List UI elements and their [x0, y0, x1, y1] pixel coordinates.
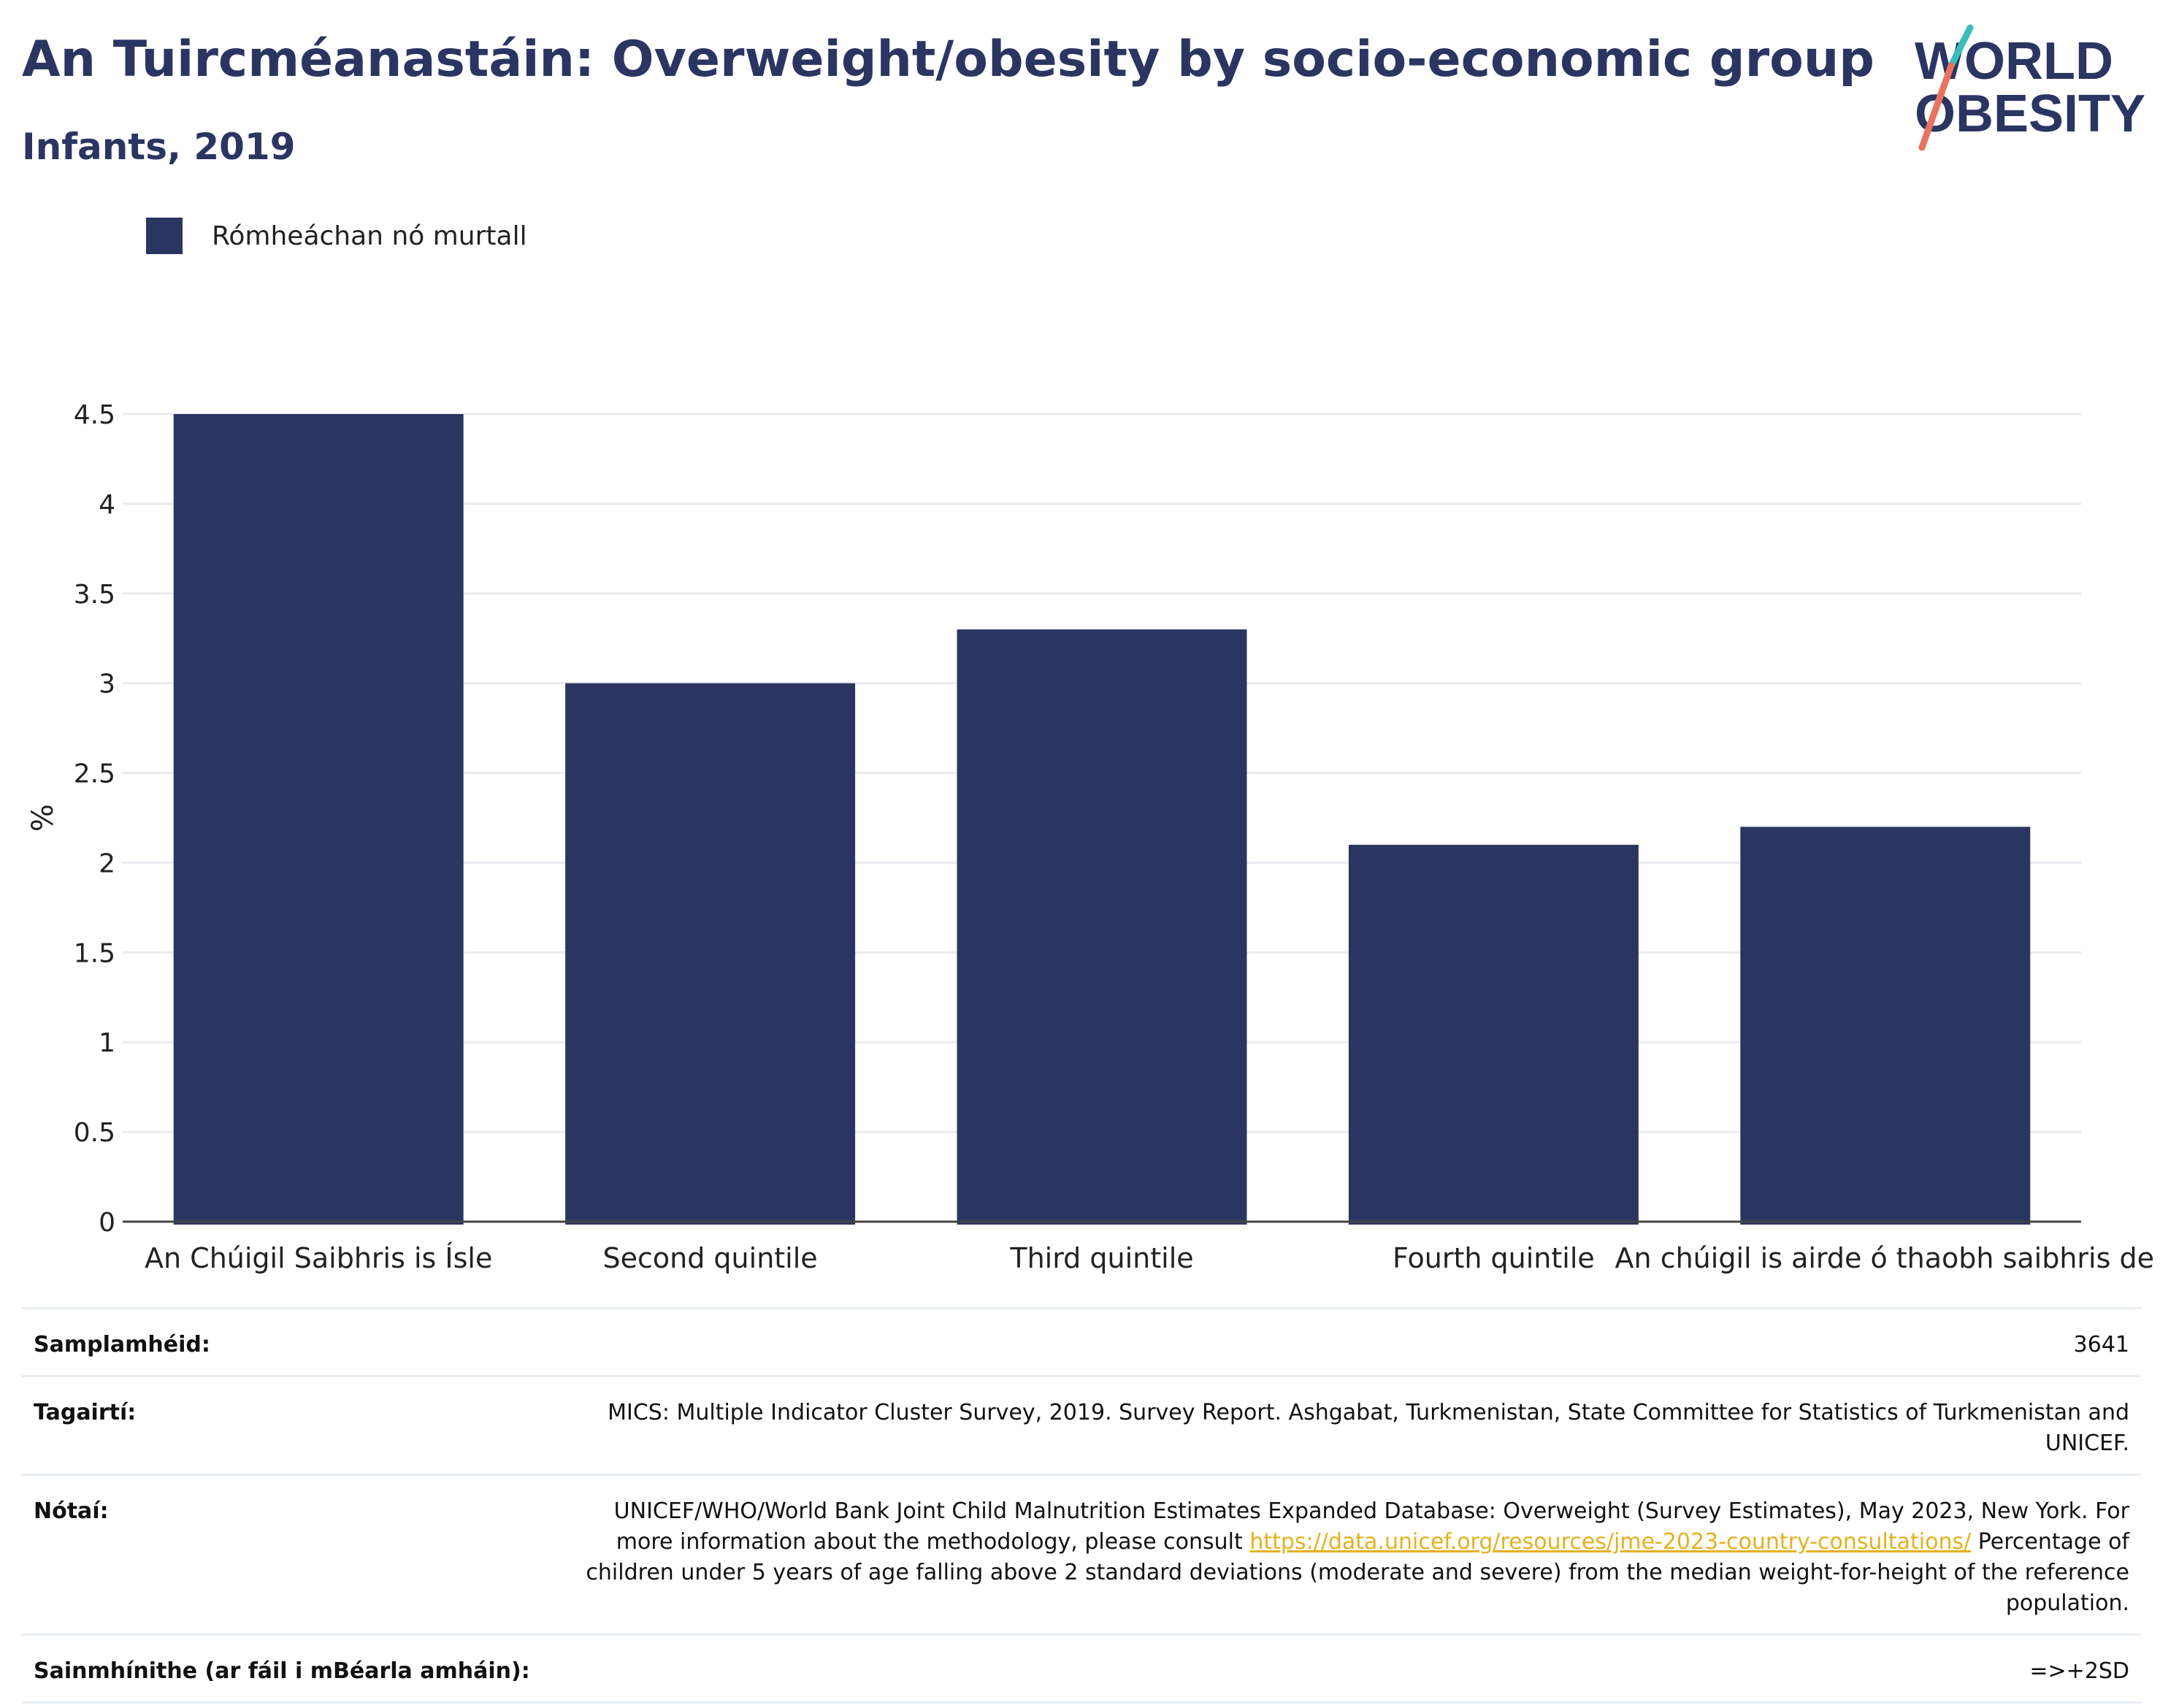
- y-tick-label: 0.5: [74, 1118, 115, 1148]
- bar: [1348, 844, 1639, 1225]
- y-tick-label: 4: [99, 490, 115, 520]
- bar: [1740, 827, 2031, 1225]
- chart-legend: Rómheáchan nó murtall: [146, 218, 527, 254]
- definitions-value: =>+2SD: [559, 1634, 2141, 1704]
- world-obesity-logo: WORLD OBESITY: [1915, 24, 2145, 151]
- y-tick-label: 3: [99, 670, 115, 700]
- references-label: Tagairtí:: [22, 1375, 559, 1475]
- notes-label: Nótaí:: [22, 1474, 559, 1635]
- references-value: MICS: Multiple Indicator Cluster Survey,…: [559, 1375, 2141, 1475]
- bar: [173, 414, 464, 1225]
- bar: [957, 629, 1247, 1225]
- legend-swatch: [146, 218, 183, 254]
- sample-size-label: Samplamhéid:: [22, 1307, 559, 1376]
- chart-title: An Tuircméanastáin: Overweight/obesity b…: [22, 31, 1874, 88]
- y-tick-label: 0: [99, 1208, 115, 1238]
- bar-chart: 0 0.5 1 1.5 2 2.5 3 3.5 4 4.5% An Chúigil Saibhris…: [26, 400, 2154, 1274]
- y-tick-label: 1.5: [74, 938, 115, 968]
- notes-link[interactable]: https://data.unicef.org/resources/jme-20…: [1249, 1529, 1972, 1555]
- notes-text-cont: Percentage of children under 5 years of …: [586, 1529, 2129, 1616]
- chart-subtitle: Infants, 2019: [22, 126, 296, 168]
- y-tick-label: 1: [99, 1028, 115, 1058]
- x-tick-label: Second quintile: [603, 1242, 818, 1274]
- info-row-notes: Nótaí: UNICEF/WHO/World Bank Joint Child…: [22, 1474, 2141, 1635]
- notes-value: UNICEF/WHO/World Bank Joint Child Malnut…: [559, 1474, 2141, 1635]
- info-table: Samplamhéid: 3641 Tagairtí: MICS: Multip…: [22, 1307, 2141, 1704]
- sample-size-value: 3641: [559, 1307, 2141, 1376]
- x-tick-label: Third quintile: [1009, 1242, 1193, 1274]
- notes-text: UNICEF/WHO/World Bank Joint Child Malnut…: [613, 1498, 2129, 1555]
- y-tick-label: 4.5: [74, 400, 115, 430]
- y-axis-label: %: [26, 804, 60, 832]
- y-tick-label: 2: [99, 849, 115, 878]
- bar: [565, 683, 856, 1225]
- definitions-label: Sainmhínithe (ar fáil i mBéarla amháin):: [22, 1634, 559, 1704]
- info-row-definitions: Sainmhínithe (ar fáil i mBéarla amháin):…: [22, 1634, 2141, 1704]
- legend-label: Rómheáchan nó murtall: [212, 221, 527, 251]
- x-tick-label: An Chúigil Saibhris is Ísle: [145, 1242, 492, 1274]
- y-tick-label: 3.5: [74, 580, 115, 610]
- svg-text:OBESITY: OBESITY: [1915, 85, 2145, 143]
- info-row-references: Tagairtí: MICS: Multiple Indicator Clust…: [22, 1375, 2141, 1475]
- y-tick-label: 2.5: [74, 759, 115, 789]
- info-row-sample: Samplamhéid: 3641: [22, 1307, 2141, 1376]
- x-tick-label: Fourth quintile: [1393, 1242, 1595, 1274]
- x-tick-label: An chúigil is airde ó thaobh saibhris de: [1615, 1242, 2154, 1274]
